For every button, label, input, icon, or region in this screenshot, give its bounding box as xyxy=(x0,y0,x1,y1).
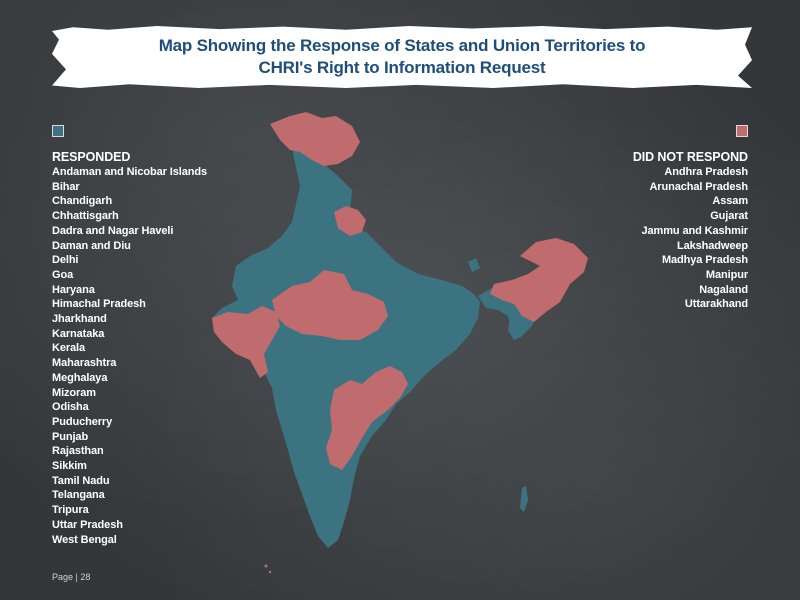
region-andaman-islands xyxy=(520,486,528,512)
responded-item: Tripura xyxy=(52,504,89,517)
responded-item: Tamil Nadu xyxy=(52,474,110,487)
did-not-respond-item: Lakshadweep xyxy=(676,239,748,252)
responded-heading: RESPONDED xyxy=(52,150,131,164)
did-not-respond-item: Nagaland xyxy=(699,283,748,296)
responded-item: Kerala xyxy=(52,342,86,355)
responded-item: Rajasthan xyxy=(52,445,104,458)
responded-item: Andaman and Nicobar Islands xyxy=(52,166,208,178)
responded-item: Uttar Pradesh xyxy=(52,518,123,531)
did-not-respond-heading: DID NOT RESPOND xyxy=(632,150,748,164)
region-sikkim xyxy=(468,258,480,272)
responded-item: Haryana xyxy=(52,283,95,296)
responded-legend: RESPONDED Andaman and Nicobar Islands Bih… xyxy=(52,149,207,547)
title-banner: Map Showing the Response of States and U… xyxy=(52,26,752,88)
region-mizoram xyxy=(508,318,522,340)
responded-item: Daman and Diu xyxy=(52,239,131,252)
responded-item: Delhi xyxy=(52,254,79,267)
responded-item: Odisha xyxy=(52,401,89,414)
region-lakshadweep xyxy=(264,564,268,568)
responded-item: Maharashtra xyxy=(52,357,117,370)
responded-item: Jharkhand xyxy=(52,313,107,326)
india-outline xyxy=(212,148,480,548)
did-not-respond-swatch xyxy=(736,125,748,137)
responded-item: Chandigarh xyxy=(52,195,113,208)
responded-item: Himachal Pradesh xyxy=(52,298,146,311)
did-not-respond-item: Gujarat xyxy=(710,210,748,223)
region-uttarakhand xyxy=(334,206,366,236)
did-not-respond-item: Arunachal Pradesh xyxy=(649,180,748,193)
responded-item: Dadra and Nagar Haveli xyxy=(52,224,174,237)
map-title: Map Showing the Response of States and U… xyxy=(158,36,646,77)
region-madhya-pradesh xyxy=(272,270,388,340)
responded-swatch xyxy=(52,125,64,137)
did-not-respond-list: Andhra Pradesh Arunachal Pradesh Assam Guja… xyxy=(633,165,748,312)
region-lakshadweep-2 xyxy=(268,570,272,574)
responded-item: West Bengal xyxy=(52,533,117,546)
did-not-respond-item: Jammu and Kashmir xyxy=(641,224,748,237)
region-jammu-and-kashmir xyxy=(270,112,360,166)
responded-item: Meghalaya xyxy=(52,371,108,384)
responded-item: Punjab xyxy=(52,430,89,443)
region-gujarat xyxy=(212,306,280,378)
responded-item: Puducherry xyxy=(52,415,113,428)
did-not-respond-item: Madhya Pradesh xyxy=(661,254,748,267)
did-not-respond-legend: DID NOT RESPOND Andhra Pradesh Arunachal … xyxy=(633,149,748,312)
responded-item: Telangana xyxy=(52,489,105,502)
did-not-respond-item: Uttarakhand xyxy=(684,298,748,311)
region-northeast-nonresponding xyxy=(490,238,588,322)
responded-item: Karnataka xyxy=(52,327,105,340)
did-not-respond-item: Andhra Pradesh xyxy=(664,166,748,178)
did-not-respond-item: Assam xyxy=(712,195,748,208)
responded-item: Sikkim xyxy=(52,460,87,473)
page-number: Page | 28 xyxy=(52,572,91,582)
responded-item: Chhattisgarh xyxy=(52,210,119,223)
responded-list: Andaman and Nicobar Islands Bihar Chandiga… xyxy=(52,165,207,547)
region-andhra-pradesh xyxy=(326,366,408,470)
responded-item: Goa xyxy=(52,268,74,281)
responded-item: Mizoram xyxy=(52,386,96,399)
did-not-respond-item: Manipur xyxy=(705,268,748,281)
responded-item: Bihar xyxy=(52,180,80,193)
